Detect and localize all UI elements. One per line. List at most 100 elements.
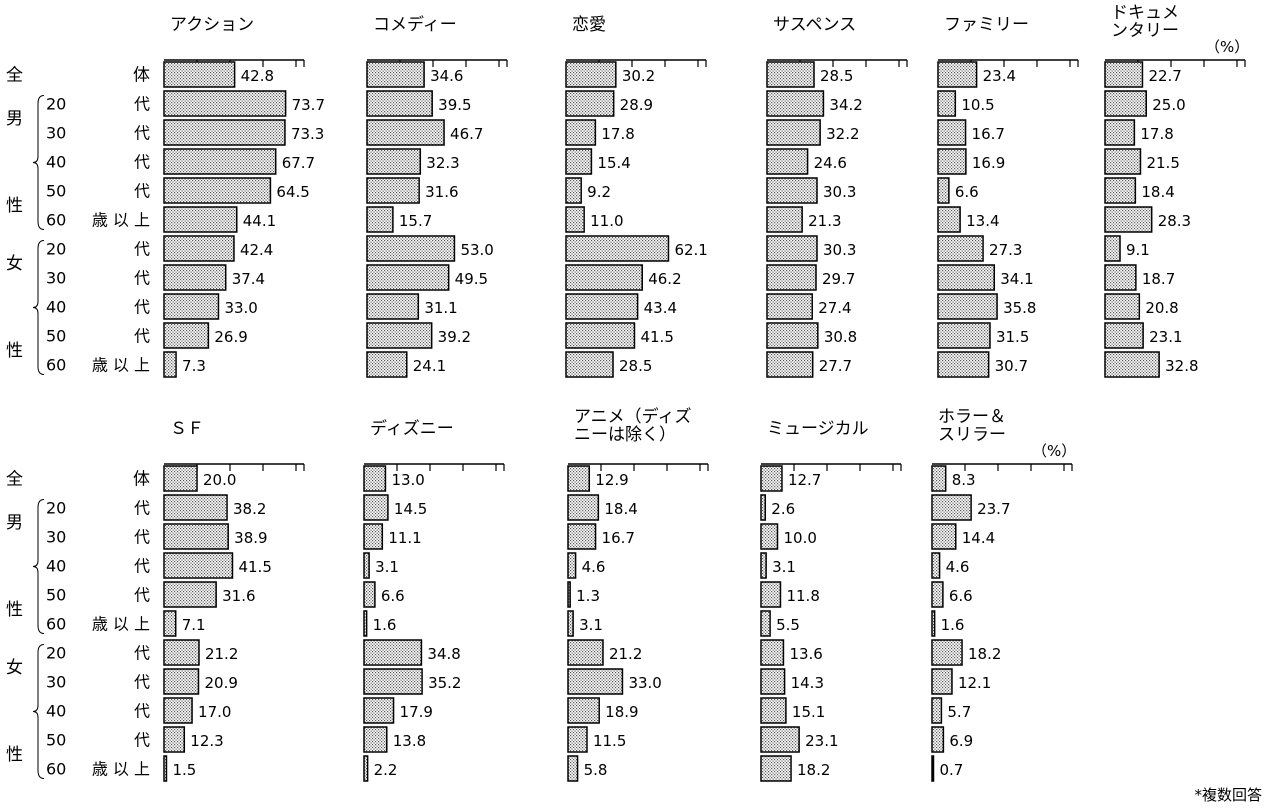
- bar: [766, 264, 817, 291]
- bar-value-label: 30.3: [823, 241, 856, 259]
- panel-title: アクション: [170, 15, 254, 35]
- bar-value-label: 10.5: [961, 96, 994, 114]
- bar-value-label: 28.5: [820, 67, 853, 85]
- bar-value-label: 23.7: [977, 500, 1010, 518]
- bar: [163, 206, 238, 233]
- bar: [567, 639, 604, 666]
- bar: [1104, 90, 1147, 117]
- bar: [766, 235, 818, 262]
- bar: [163, 264, 227, 291]
- bar-value-label: 33.0: [628, 674, 661, 692]
- bar-value-label: 6.9: [949, 732, 973, 750]
- bar-value-label: 16.7: [602, 529, 635, 547]
- bar-value-label: 1.6: [941, 616, 965, 634]
- bar-value-label: 5.7: [947, 703, 971, 721]
- bar-value-label: 13.4: [966, 212, 999, 230]
- bar-value-label: 35.8: [1003, 299, 1036, 317]
- bar-value-label: 26.9: [214, 328, 247, 346]
- bar-value-label: 1.3: [576, 587, 600, 605]
- bar: [760, 755, 792, 782]
- row-label-age: 20: [46, 240, 66, 259]
- bar-value-label: 18.4: [1141, 183, 1174, 201]
- bar: [937, 177, 950, 204]
- bar: [366, 235, 456, 262]
- bar-value-label: 9.2: [587, 183, 611, 201]
- row-label-suffix: 代: [134, 586, 150, 605]
- row-label-suffix: 代: [134, 528, 150, 547]
- bar: [931, 552, 941, 579]
- bar-value-label: 32.2: [826, 125, 859, 143]
- bar: [363, 726, 388, 753]
- bar: [937, 61, 978, 88]
- bar: [163, 351, 177, 378]
- row-label-suffix: 歳 以 上: [92, 615, 150, 634]
- bar-value-label: 14.4: [962, 529, 995, 547]
- bar-value-label: 43.4: [644, 299, 677, 317]
- bar-value-label: 24.6: [814, 154, 847, 172]
- bar-value-label: 11.5: [593, 732, 626, 750]
- bar-value-label: 20.0: [203, 471, 236, 489]
- row-label-all-suffix: 体: [133, 66, 150, 86]
- bar-value-label: 11.1: [388, 529, 421, 547]
- bar: [567, 552, 577, 579]
- bar: [931, 726, 945, 753]
- bar: [363, 581, 376, 608]
- bar: [931, 755, 935, 782]
- bar-value-label: 35.2: [428, 674, 461, 692]
- bar-value-label: 38.2: [233, 500, 266, 518]
- chart-panel: ディズニー 13.0 14.5 11.1 3.1 6.6 1.6 34.8 35.2 17.9 13…: [363, 418, 505, 782]
- bar: [766, 61, 815, 88]
- bar-value-label: 12.7: [788, 471, 821, 489]
- bar: [163, 61, 236, 88]
- bar-value-label: 13.0: [391, 471, 424, 489]
- bar: [567, 726, 588, 753]
- bar-value-label: 34.6: [430, 67, 463, 85]
- bar: [1104, 293, 1141, 320]
- bar: [1104, 177, 1137, 204]
- bar-value-label: 31.5: [996, 328, 1029, 346]
- bar-value-label: 42.8: [241, 67, 274, 85]
- percent-unit-label: （%）: [1205, 38, 1249, 56]
- row-label-age: 30: [46, 673, 66, 692]
- bar: [760, 552, 767, 579]
- bar-value-label: 32.3: [426, 154, 459, 172]
- bar: [163, 668, 200, 695]
- bar-value-label: 16.9: [972, 154, 1005, 172]
- bar: [931, 494, 972, 521]
- bar-value-label: 32.8: [1165, 357, 1198, 375]
- bar: [163, 639, 200, 666]
- bar: [565, 90, 615, 117]
- bar-value-label: 2.2: [374, 761, 398, 779]
- bar-value-label: 18.9: [605, 703, 638, 721]
- chart-panels: アクション 42.8 73.7 73.3 67.7 64.544.1 42.4 37.4 33.…: [163, 3, 1246, 782]
- row-label-suffix: 代: [134, 153, 150, 172]
- row-label-suffix: 代: [134, 298, 150, 317]
- bar-value-label: 18.4: [604, 500, 637, 518]
- bar-value-label: 27.3: [989, 241, 1022, 259]
- bar: [931, 581, 944, 608]
- bar-value-label: 20.8: [1145, 299, 1178, 317]
- row-label-suffix: 歳 以 上: [92, 211, 150, 230]
- bar: [937, 351, 990, 378]
- footnote: *複数回答: [1194, 786, 1262, 804]
- panel-title: ＳＦ: [170, 419, 204, 439]
- bar: [1104, 119, 1136, 146]
- bar: [931, 668, 953, 695]
- bar: [565, 235, 670, 262]
- bar: [760, 494, 767, 521]
- bar: [363, 697, 395, 724]
- bar: [766, 177, 818, 204]
- row-label-age: 20: [46, 499, 66, 518]
- bar-value-label: 17.0: [198, 703, 231, 721]
- bar: [163, 523, 229, 550]
- bar: [760, 610, 771, 637]
- bar: [1104, 148, 1142, 175]
- bar: [363, 494, 389, 521]
- bar-value-label: 23.1: [1149, 328, 1182, 346]
- group-bracket: [32, 240, 45, 375]
- bar: [937, 119, 967, 146]
- bar-value-label: 9.1: [1126, 241, 1150, 259]
- bar-value-label: 73.3: [291, 125, 324, 143]
